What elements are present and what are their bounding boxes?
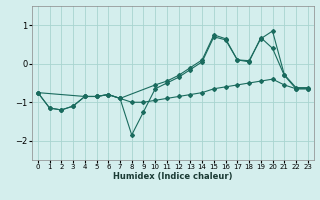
X-axis label: Humidex (Indice chaleur): Humidex (Indice chaleur): [113, 172, 233, 181]
